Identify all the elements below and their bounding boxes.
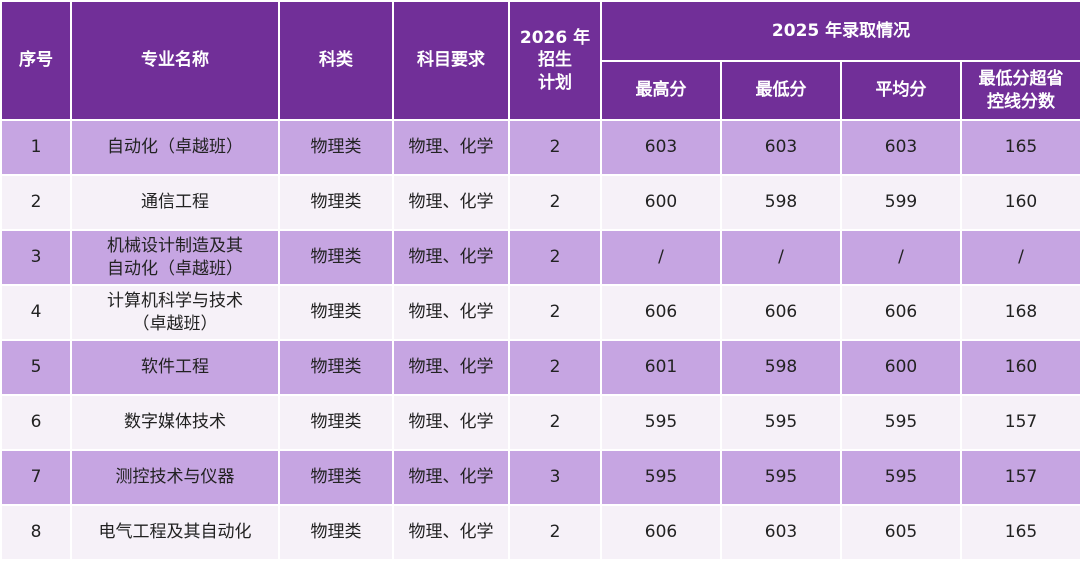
table-cell: 595 bbox=[720, 394, 842, 451]
table-row: 8 电气工程及其自动化 物理类 物理、化学 2 606 603 605 165 bbox=[0, 504, 1080, 561]
column-header: 最低分 bbox=[720, 60, 842, 121]
column-header: 平均分 bbox=[840, 60, 962, 121]
table-cell: 物理类 bbox=[278, 449, 394, 506]
column-header: 最高分 bbox=[600, 60, 722, 121]
table-cell: 603 bbox=[600, 119, 722, 176]
table-cell: 1 bbox=[0, 119, 72, 176]
column-header: 最低分超省 控线分数 bbox=[959, 60, 1080, 121]
table-cell: 606 bbox=[840, 284, 962, 341]
table-cell: 595 bbox=[600, 394, 722, 451]
table-cell: 机械设计制造及其 自动化（卓越班） bbox=[70, 229, 280, 286]
table-cell: 600 bbox=[600, 174, 722, 231]
table-cell: 606 bbox=[600, 284, 722, 341]
table-cell: 计算机科学与技术 （卓越班） bbox=[70, 284, 280, 341]
table-cell: 160 bbox=[959, 339, 1080, 396]
table-cell: 物理类 bbox=[278, 504, 394, 561]
table-cell: 168 bbox=[959, 284, 1080, 341]
table-cell: 603 bbox=[720, 504, 842, 561]
table-cell: 电气工程及其自动化 bbox=[70, 504, 280, 561]
table-cell: 2 bbox=[508, 229, 602, 286]
column-header: 2026 年 招生 计划 bbox=[508, 0, 602, 121]
table-cell: 物理、化学 bbox=[392, 449, 510, 506]
table-cell: 157 bbox=[959, 449, 1080, 506]
table-cell: 物理、化学 bbox=[392, 284, 510, 341]
table-cell: 2 bbox=[508, 284, 602, 341]
table-row: 6 数字媒体技术 物理类 物理、化学 2 595 595 595 157 bbox=[0, 394, 1080, 451]
column-header: 序号 bbox=[0, 0, 72, 121]
table-cell: 601 bbox=[600, 339, 722, 396]
table-cell: 595 bbox=[840, 449, 962, 506]
table-cell: 2 bbox=[0, 174, 72, 231]
table-cell: / bbox=[840, 229, 962, 286]
table-cell: 165 bbox=[959, 504, 1080, 561]
column-header: 科目要求 bbox=[392, 0, 510, 121]
table-cell: 软件工程 bbox=[70, 339, 280, 396]
table-header: 序号 专业名称 科类 科目要求 2026 年 招生 计划 2025 年录取情况 最高分 最低… bbox=[0, 0, 1080, 121]
table-cell: 8 bbox=[0, 504, 72, 561]
table-cell: 物理类 bbox=[278, 394, 394, 451]
table-row: 3 机械设计制造及其 自动化（卓越班） 物理类 物理、化学 2// / / bbox=[0, 229, 1080, 286]
table-row: 5 软件工程 物理类 物理、化学 2 601 598 600 160 bbox=[0, 339, 1080, 396]
admission-table: 序号 专业名称 科类 科目要求 2026 年 招生 计划 2025 年录取情况 最高分 最低… bbox=[0, 0, 1080, 561]
table-cell: 物理、化学 bbox=[392, 229, 510, 286]
table-cell: 2 bbox=[508, 504, 602, 561]
table-cell: 595 bbox=[840, 394, 962, 451]
table-cell: 物理、化学 bbox=[392, 504, 510, 561]
table-cell: 7 bbox=[0, 449, 72, 506]
table-cell: 5 bbox=[0, 339, 72, 396]
table-cell: 4 bbox=[0, 284, 72, 341]
table-cell: 595 bbox=[600, 449, 722, 506]
table-cell: 598 bbox=[720, 174, 842, 231]
table-cell: 数字媒体技术 bbox=[70, 394, 280, 451]
table-cell: 物理、化学 bbox=[392, 119, 510, 176]
table-cell: / bbox=[600, 229, 722, 286]
table-cell: 自动化（卓越班） bbox=[70, 119, 280, 176]
table-cell: 160 bbox=[959, 174, 1080, 231]
table-cell: 通信工程 bbox=[70, 174, 280, 231]
table-cell: 606 bbox=[600, 504, 722, 561]
table-cell: 165 bbox=[959, 119, 1080, 176]
table-cell: 物理、化学 bbox=[392, 394, 510, 451]
table-cell: 物理类 bbox=[278, 229, 394, 286]
table-cell: 物理类 bbox=[278, 119, 394, 176]
table-cell: 2 bbox=[508, 174, 602, 231]
table-cell: 物理类 bbox=[278, 174, 394, 231]
table-cell: 物理类 bbox=[278, 284, 394, 341]
table-cell: 物理、化学 bbox=[392, 174, 510, 231]
table-row: 2 通信工程 物理类 物理、化学 2 600 598 599 160 bbox=[0, 174, 1080, 231]
header-row: 最高分 最低分 平均分 最低分超省 控线分数 bbox=[1, 60, 1080, 121]
table-cell: 物理类 bbox=[278, 339, 394, 396]
table-cell: 6 bbox=[0, 394, 72, 451]
table-cell: 157 bbox=[959, 394, 1080, 451]
group-header: 2025 年录取情况 bbox=[599, 0, 1080, 62]
table-cell: 测控技术与仪器 bbox=[70, 449, 280, 506]
table-cell: 603 bbox=[720, 119, 842, 176]
table-body: 1 自动化（卓越班） 物理类 物理、化学 2 603 603 603 165 2 通信工程 物理类 物理… bbox=[0, 119, 1080, 561]
table-cell: 605 bbox=[840, 504, 962, 561]
table-cell: 606 bbox=[720, 284, 842, 341]
table-cell: 2 bbox=[508, 394, 602, 451]
column-header: 科类 bbox=[278, 0, 394, 121]
table-cell: 598 bbox=[720, 339, 842, 396]
table-cell: 595 bbox=[720, 449, 842, 506]
table-cell: 2 bbox=[508, 119, 602, 176]
table-cell: 3 bbox=[0, 229, 72, 286]
table-row: 1 自动化（卓越班） 物理类 物理、化学 2 603 603 603 165 bbox=[0, 119, 1080, 176]
table-cell: 物理、化学 bbox=[392, 339, 510, 396]
table-cell: 3 bbox=[508, 449, 602, 506]
table-cell: / bbox=[959, 229, 1080, 286]
table-row: 7 测控技术与仪器 物理类 物理、化学 3 595 595 595 157 bbox=[0, 449, 1080, 506]
header-row: 序号 专业名称 科类 科目要求 2026 年 招生 计划 2025 年录取情况 bbox=[0, 0, 1080, 121]
table-cell: 2 bbox=[508, 339, 602, 396]
table-cell: 600 bbox=[840, 339, 962, 396]
column-header: 专业名称 bbox=[70, 0, 280, 121]
table-row: 4 计算机科学与技术 （卓越班） 物理类 物理、化学 2 606 606 606 168 bbox=[0, 284, 1080, 341]
table-cell: 603 bbox=[840, 119, 962, 176]
table-cell: 599 bbox=[840, 174, 962, 231]
table-cell: / bbox=[720, 229, 842, 286]
